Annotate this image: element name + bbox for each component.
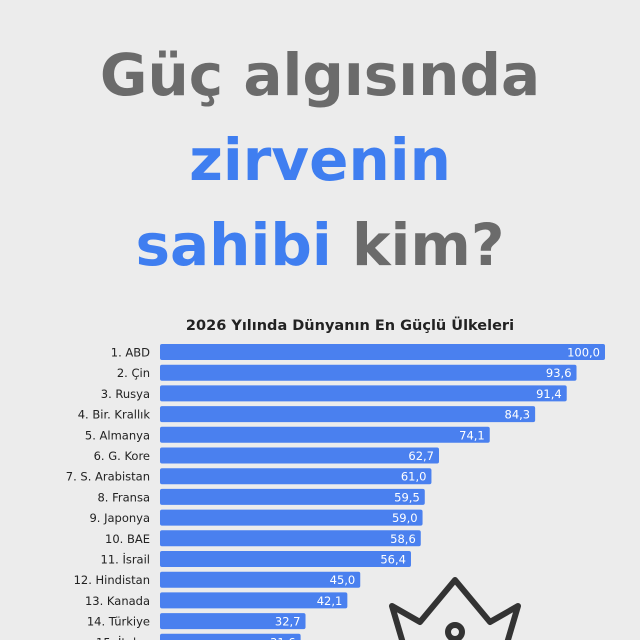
headline-word: kim? — [352, 211, 505, 279]
value-label: 59,5 — [394, 490, 420, 504]
bar — [160, 551, 411, 567]
bar — [160, 447, 440, 464]
value-label: 100,0 — [567, 346, 600, 360]
category-label: 11. İsrail — [101, 552, 151, 567]
category-label: 15. İtalya — [96, 634, 150, 640]
chart-title: 2026 Yılında Dünyanın En Güçlü Ülkeleri — [186, 316, 514, 334]
bar — [160, 571, 361, 588]
bar — [160, 468, 432, 485]
value-label: 45,0 — [330, 573, 356, 587]
bar — [160, 488, 425, 505]
bar — [160, 633, 301, 640]
category-label: 4. Bir. Krallık — [78, 408, 151, 422]
value-label: 61,0 — [401, 470, 427, 484]
category-label: 9. Japonya — [89, 511, 150, 525]
bar — [160, 530, 421, 547]
headline-line2: zirvenin — [189, 126, 451, 194]
category-label: 14. Türkiye — [87, 615, 150, 629]
value-label: 31,6 — [270, 635, 296, 640]
value-label: 56,4 — [380, 553, 406, 567]
bar — [160, 613, 306, 630]
bar — [160, 364, 577, 381]
category-label: 8. Fransa — [97, 490, 150, 504]
bar — [160, 344, 605, 360]
headline-line1: Güç algısında — [100, 41, 540, 109]
category-label: 6. G. Kore — [94, 449, 150, 463]
value-label: 74,1 — [459, 428, 485, 442]
category-label: 10. BAE — [105, 532, 150, 546]
value-label: 91,4 — [536, 387, 562, 401]
category-label: 1. ABD — [111, 346, 150, 360]
headline-line3: sahibi kim? — [136, 211, 505, 279]
value-label: 42,1 — [317, 594, 343, 608]
category-label: 2. Çin — [117, 366, 150, 380]
category-label: 13. Kanada — [85, 594, 150, 608]
value-label: 62,7 — [408, 449, 434, 463]
category-label: 12. Hindistan — [74, 573, 150, 587]
value-label: 84,3 — [505, 408, 531, 422]
bar — [160, 592, 348, 609]
category-label: 3. Rusya — [101, 387, 150, 401]
category-label: 7. S. Arabistan — [66, 470, 150, 484]
headline-word: sahibi — [136, 211, 332, 279]
bar — [160, 385, 567, 402]
bar — [160, 426, 490, 443]
bar — [160, 509, 423, 526]
bar — [160, 406, 536, 423]
value-label: 32,7 — [275, 615, 301, 629]
value-label: 58,6 — [390, 532, 416, 546]
crown-icon — [389, 577, 521, 640]
value-label: 59,0 — [392, 511, 418, 525]
category-label: 5. Almanya — [85, 428, 150, 442]
value-label: 93,6 — [546, 366, 572, 380]
